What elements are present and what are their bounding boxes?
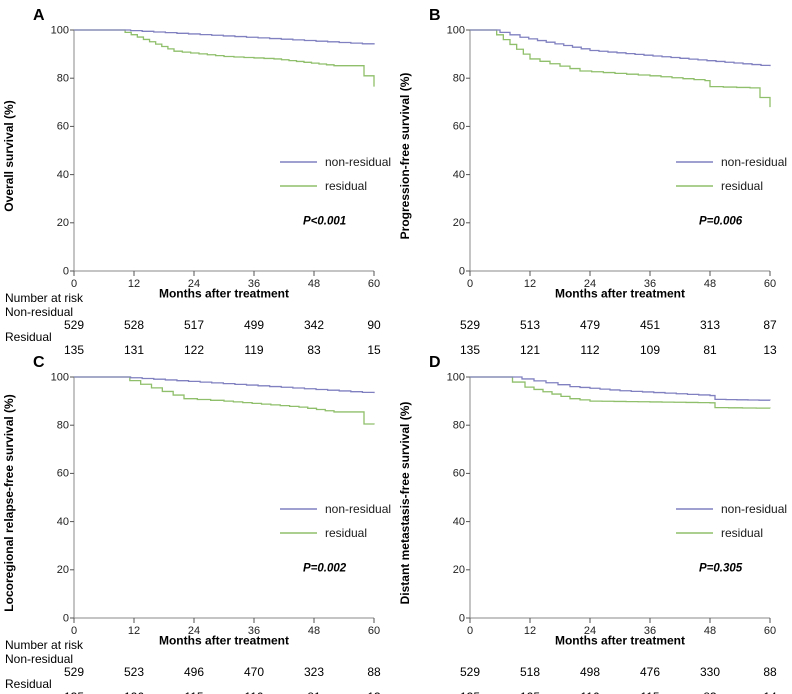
svg-text:non-residual: non-residual xyxy=(721,502,787,516)
svg-text:60: 60 xyxy=(453,468,465,480)
svg-text:40: 40 xyxy=(453,516,465,528)
svg-text:40: 40 xyxy=(57,169,69,181)
svg-text:20: 20 xyxy=(57,217,69,229)
svg-text:Locoregional relapse-free surv: Locoregional relapse-free survival (%) xyxy=(2,394,16,611)
svg-text:Distant metastasis-free surviv: Distant metastasis-free survival (%) xyxy=(398,402,412,605)
svg-text:100: 100 xyxy=(51,371,69,383)
svg-text:80: 80 xyxy=(453,73,465,85)
svg-text:40: 40 xyxy=(453,169,465,181)
svg-text:100: 100 xyxy=(51,24,69,36)
svg-text:residual: residual xyxy=(721,526,763,540)
svg-text:0: 0 xyxy=(63,265,69,277)
svg-text:residual: residual xyxy=(325,526,367,540)
svg-text:20: 20 xyxy=(453,217,465,229)
svg-text:A: A xyxy=(33,7,45,24)
svg-text:60: 60 xyxy=(453,121,465,133)
svg-text:0: 0 xyxy=(459,265,465,277)
svg-text:80: 80 xyxy=(57,420,69,432)
svg-text:100: 100 xyxy=(447,24,465,36)
svg-text:Overall survival (%): Overall survival (%) xyxy=(2,100,16,211)
svg-text:100: 100 xyxy=(447,371,465,383)
svg-text:80: 80 xyxy=(453,420,465,432)
svg-text:C: C xyxy=(33,354,45,371)
svg-text:80: 80 xyxy=(57,73,69,85)
svg-text:20: 20 xyxy=(453,564,465,576)
svg-text:0: 0 xyxy=(459,612,465,624)
svg-text:P<0.001: P<0.001 xyxy=(303,216,346,228)
svg-text:non-residual: non-residual xyxy=(325,502,391,516)
svg-text:Progression-free survival (%): Progression-free survival (%) xyxy=(398,73,412,240)
svg-text:non-residual: non-residual xyxy=(721,155,787,169)
svg-text:residual: residual xyxy=(721,179,763,193)
svg-text:P=0.305: P=0.305 xyxy=(699,563,743,575)
svg-text:60: 60 xyxy=(57,468,69,480)
svg-text:60: 60 xyxy=(57,121,69,133)
svg-text:P=0.002: P=0.002 xyxy=(303,563,347,575)
svg-text:non-residual: non-residual xyxy=(325,155,391,169)
svg-text:40: 40 xyxy=(57,516,69,528)
svg-text:residual: residual xyxy=(325,179,367,193)
svg-text:P=0.006: P=0.006 xyxy=(699,216,743,228)
svg-text:B: B xyxy=(429,7,441,24)
svg-text:0: 0 xyxy=(63,612,69,624)
svg-text:D: D xyxy=(429,354,441,371)
svg-text:20: 20 xyxy=(57,564,69,576)
